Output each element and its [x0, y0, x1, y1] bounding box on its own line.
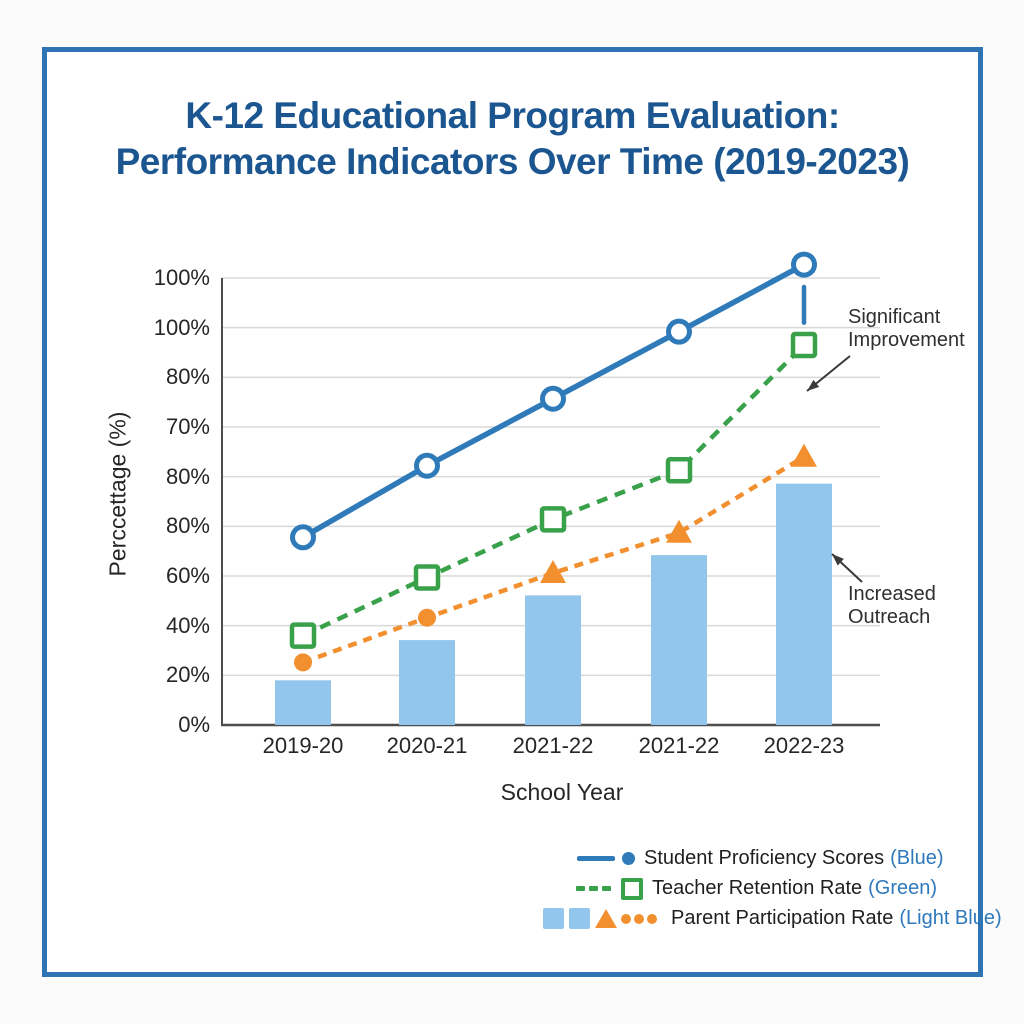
legend-marker-dot [622, 852, 635, 865]
y-tick-label: 100% [153, 265, 210, 290]
green-square-marker [665, 456, 693, 484]
y-tick-label: 40% [165, 612, 210, 638]
x-tick-label: 2022-23 [763, 733, 845, 758]
legend-marker-line [577, 856, 615, 861]
legend-dot-swatch [634, 913, 644, 924]
legend-dot-swatch [647, 913, 657, 924]
y-tick-label: 80% [165, 463, 210, 489]
bar-parent-participation [399, 640, 455, 725]
annotation-significant-improvement: Significant Improvement [848, 306, 965, 351]
chart-title-line2: Performance Indicators Over Time (2019-2… [115, 141, 910, 182]
legend-item: Parent Participation Rate (Light Blue) [543, 905, 1002, 932]
legend-color-note: (Light Blue) [899, 907, 1002, 929]
legend-marker-group [543, 908, 662, 929]
legend-marker-group [576, 877, 643, 900]
legend-label: Parent Participation Rate [671, 907, 894, 929]
orange-triangle-marker [791, 443, 817, 467]
legend-marker-dashes [576, 886, 615, 891]
legend-marker-group [577, 852, 635, 865]
y-tick-label: 80% [165, 513, 210, 539]
x-tick-label: 2019-20 [262, 733, 344, 758]
annotation-arrowhead [832, 554, 844, 566]
x-axis-label: School Year [500, 779, 624, 805]
legend-label: Teacher Retention Rate [652, 877, 863, 899]
legend-marker-square-fill [569, 908, 590, 929]
legend-item: Student Proficiency Scores (Blue) [577, 845, 943, 872]
y-tick-label: 70% [165, 414, 210, 439]
green-square-marker [413, 564, 441, 591]
legend-marker-square-fill [543, 908, 564, 929]
bar-parent-participation [275, 680, 331, 725]
blue-circle-marker [290, 524, 316, 551]
legend-item: Teacher Retention Rate (Green) [576, 875, 937, 902]
legend-marker-square-open [621, 877, 643, 900]
chart-title: K-12 Educational Program Evaluation: Per… [42, 93, 983, 185]
annotation-increased-outreach: Increased Outreach [848, 583, 936, 628]
blue-circle-marker [414, 452, 440, 479]
chart-title-line1: K-12 Educational Program Evaluation: [185, 95, 840, 136]
blue-circle-marker [540, 385, 566, 412]
blue-circle-marker [666, 318, 692, 345]
orange-triangle-marker [666, 519, 692, 543]
bar-parent-participation [776, 483, 832, 725]
orange-triangle-marker [540, 560, 566, 584]
y-tick-label: 80% [165, 364, 210, 390]
legend-dash-swatch [589, 886, 598, 891]
green-square-marker [289, 622, 317, 649]
bar-parent-participation [651, 555, 707, 725]
annotation-arrowhead [807, 379, 820, 391]
green-square-marker [539, 506, 567, 533]
legend-marker-dots3 [621, 913, 660, 924]
y-tick-label: 20% [165, 662, 210, 688]
legend-label: Student Proficiency Scores [644, 847, 885, 869]
line-parent-participation [302, 454, 806, 665]
blue-circle-marker [791, 251, 817, 278]
legend-color-note: (Green) [868, 877, 938, 899]
legend-marker-triangle [595, 909, 617, 928]
legend-dash-swatch [602, 886, 611, 891]
y-tick-label: 60% [165, 563, 210, 588]
bar-parent-participation [525, 595, 581, 725]
x-tick-label: 2021-22 [512, 733, 594, 758]
y-tick-label: 0% [178, 712, 210, 737]
legend-color-note: (Blue) [890, 847, 944, 869]
orange-circle-marker [418, 608, 436, 627]
legend-dash-swatch [576, 886, 585, 891]
y-tick-label: 100% [153, 314, 210, 340]
orange-circle-marker [294, 653, 312, 672]
x-tick-label: 2021-22 [638, 733, 720, 758]
green-square-marker [790, 331, 818, 359]
legend-dot-swatch [621, 913, 631, 924]
x-tick-label: 2020-21 [386, 733, 468, 758]
